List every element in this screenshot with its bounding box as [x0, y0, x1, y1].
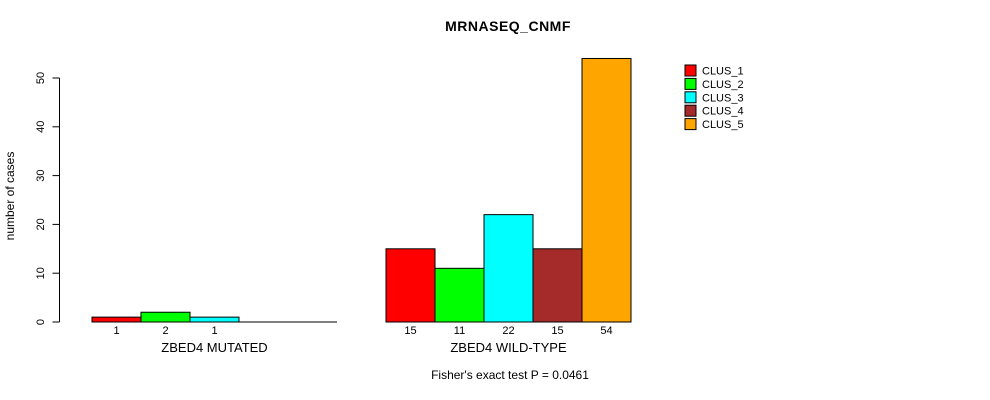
bar-value-label: 15 [404, 325, 416, 337]
bar-value-label: 15 [551, 325, 563, 337]
legend-label: CLUS_4 [702, 106, 744, 118]
group-label-mutated: ZBED4 MUTATED [161, 340, 267, 355]
bar-group: 1 2 1 [91, 311, 337, 337]
legend-swatch-clus_3 [684, 91, 697, 104]
y-tick-label: 0 [35, 319, 47, 325]
legend-label: CLUS_1 [702, 66, 744, 78]
bar-group: 15 11 22 15 54 [385, 57, 632, 337]
y-tick-label: 40 [35, 121, 47, 133]
bar-zbed4-mutated-clus_3 [189, 316, 240, 323]
bar-value-label: 22 [502, 325, 514, 337]
caption: Fisher's exact test P = 0.0461 [431, 368, 589, 382]
bar-value-label: 2 [162, 325, 168, 337]
bar-zbed4-wild-type-clus_1 [385, 248, 436, 323]
legend-label: CLUS_3 [702, 92, 744, 104]
bar-value-label: 1 [211, 325, 217, 337]
legend-label: CLUS_5 [702, 119, 744, 131]
legend-swatch-clus_2 [684, 77, 697, 90]
y-tick-label: 30 [35, 169, 47, 181]
y-axis-label: number of cases [3, 152, 17, 241]
bar-zbed4-wild-type-clus_2 [434, 267, 485, 323]
chart-title: MRNASEQ_CNMF [445, 18, 571, 34]
legend-swatch-clus_5 [684, 118, 697, 131]
bar-zbed4-wild-type-clus_4 [532, 248, 583, 323]
legend-swatch-clus_4 [684, 104, 697, 117]
bar-value-label: 1 [113, 325, 119, 337]
y-tick-label: 20 [35, 218, 47, 230]
y-tick-label: 50 [35, 72, 47, 84]
y-axis-ticks: 0 10 20 30 40 50 [35, 72, 60, 325]
bar-value-label: 11 [454, 325, 465, 337]
bar-zbed4-mutated-clus_2 [140, 311, 191, 323]
group-label-wild-type: ZBED4 WILD-TYPE [450, 340, 567, 355]
y-tick-label: 10 [35, 267, 47, 279]
legend-swatch-clus_1 [684, 64, 697, 77]
bar-groups: 1 2 1 15 11 22 15 54 [91, 57, 632, 337]
legend-label: CLUS_2 [702, 79, 744, 91]
bar-zbed4-wild-type-clus_3 [483, 214, 534, 323]
bar-value-label: 54 [600, 325, 612, 337]
bar-zbed4-mutated-clus_1 [91, 316, 142, 323]
bar-zbed4-wild-type-clus_5 [581, 57, 632, 323]
